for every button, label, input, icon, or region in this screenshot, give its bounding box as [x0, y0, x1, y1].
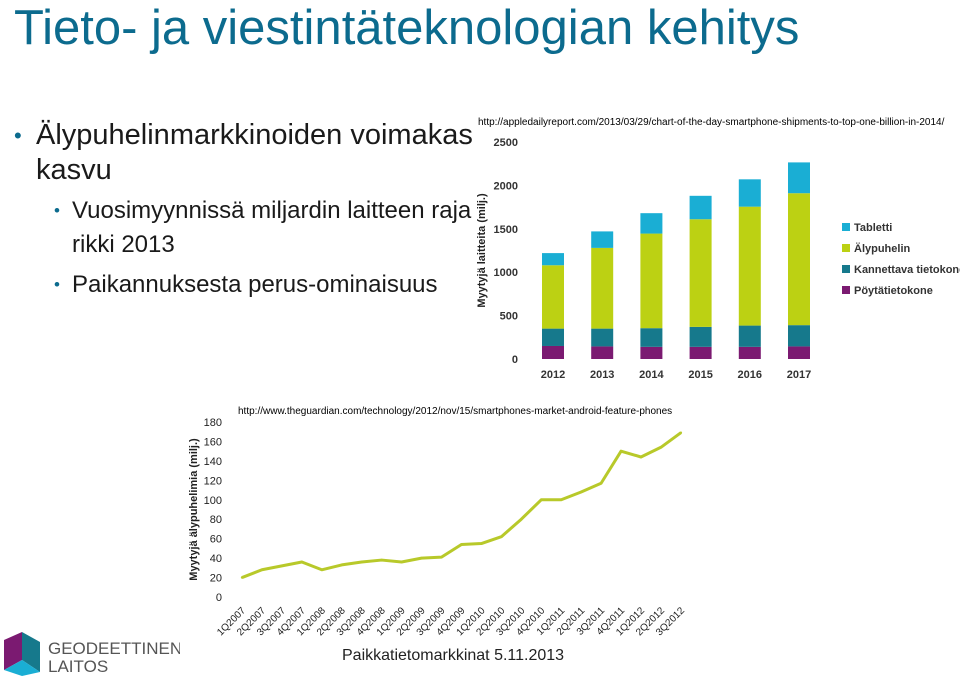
y-tick-label: 120: [204, 475, 222, 487]
y-tick-label: 20: [210, 573, 222, 585]
bar-segment: [591, 231, 614, 248]
x-tick-label: 2015: [688, 369, 712, 381]
data-point: [440, 555, 443, 559]
bullet-dot-icon: •: [54, 275, 60, 294]
x-tick-label: 2014: [639, 369, 664, 381]
bullet-dot-icon: •: [54, 201, 60, 220]
bar-segment: [788, 193, 810, 326]
sub-bullet-2: • Paikannuksesta perus-ominaisuus: [54, 268, 474, 302]
legend-entry: Tabletti: [854, 222, 892, 234]
data-point: [320, 568, 323, 571]
data-point: [340, 563, 343, 567]
y-axis-label: Myytyjä älypuhelimia (milj.): [188, 438, 200, 581]
bullet-list: • Älypuhelinmarkkinoiden voimakas kasvu …: [14, 118, 474, 302]
data-point: [599, 482, 603, 485]
bar-segment: [640, 213, 663, 234]
y-tick-label: 0: [512, 354, 518, 366]
data-point: [500, 535, 503, 538]
y-tick-label: 140: [204, 456, 222, 468]
series-line: [241, 431, 682, 579]
legend-entry: Älypuhelin: [854, 242, 911, 255]
bar-segment: [788, 346, 810, 359]
y-tick-label: 180: [204, 417, 222, 429]
bar-segment: [640, 328, 663, 347]
x-tick-label: 2017: [787, 369, 811, 381]
source-url-line-chart[interactable]: http://www.theguardian.com/technology/20…: [238, 406, 673, 417]
slide-title: Tieto- ja viestintäteknologian kehitys: [14, 1, 800, 55]
bar-segment: [738, 179, 761, 207]
legend-swatch: [842, 265, 850, 273]
bar-segment: [591, 328, 614, 347]
data-point: [679, 431, 683, 434]
data-point: [659, 446, 663, 449]
bar-segment: [591, 346, 614, 359]
legend-swatch: [842, 286, 850, 294]
y-tick-label: 2500: [494, 137, 518, 149]
data-point: [619, 449, 623, 453]
bullet-main: • Älypuhelinmarkkinoiden voimakas kasvu: [14, 118, 474, 188]
data-point: [480, 542, 483, 545]
bar-segment: [640, 233, 663, 329]
source-url-bar-chart[interactable]: http://appledailyreport.com/2013/03/29/c…: [478, 117, 945, 128]
sub-bullet-text: Paikannuksesta perus-ominaisuus: [72, 271, 438, 298]
bar-segment: [788, 325, 810, 347]
x-tick-label: 2013: [590, 369, 614, 381]
data-point: [420, 556, 423, 560]
data-point: [360, 560, 363, 564]
bullet-main-text: Älypuhelinmarkkinoiden voimakas kasvu: [36, 119, 473, 186]
y-tick-label: 1500: [494, 224, 518, 236]
y-tick-label: 500: [500, 311, 518, 323]
footer-text: Paikkatietomarkkinat 5.11.2013: [342, 647, 565, 664]
data-point: [520, 518, 523, 521]
y-axis-label: Myytyjä laitteita (milj.): [476, 193, 488, 308]
bar-segment: [542, 328, 564, 346]
legend-swatch: [842, 244, 850, 252]
y-tick-label: 60: [210, 534, 222, 546]
data-point: [240, 576, 244, 579]
y-tick-label: 1000: [494, 267, 518, 279]
x-tick-label: 2012: [541, 369, 565, 381]
bar-segment: [689, 195, 712, 220]
bar-segment: [689, 326, 712, 347]
legend-swatch: [842, 223, 850, 231]
line-chart: 0 20 40 60 80 100 120 140 160 180 Myytyjä älypuhel…: [188, 417, 687, 638]
data-point: [460, 543, 463, 546]
bar-segment: [542, 253, 564, 266]
logo-line1: GEODEETTINEN: [48, 639, 180, 658]
bar-segment: [591, 247, 614, 329]
data-point: [260, 568, 264, 571]
data-point: [300, 560, 304, 564]
legend-entry: Kannettava tietokone: [854, 264, 960, 276]
bar-segment: [542, 345, 564, 359]
y-tick-label: 40: [210, 553, 222, 565]
bar-segment: [689, 346, 712, 359]
data-point: [280, 564, 284, 568]
x-tick-label: 2016: [738, 369, 762, 381]
data-point: [540, 498, 543, 501]
bar-segment: [738, 325, 761, 347]
y-tick-label: 2000: [494, 180, 518, 192]
stacked-bar-chart: 0 500 1000 1500 2000 2500 Myytyjä laitteita (m…: [476, 137, 960, 381]
data-point: [579, 490, 583, 494]
bar-segment: [640, 346, 663, 359]
geodeettinen-laitos-logo: GEODEETTINEN LAITOS: [4, 632, 180, 676]
data-point: [380, 558, 383, 562]
sub-bullet-1: • Vuosimyynnissä miljardin laitteen raja…: [54, 194, 474, 262]
y-tick-label: 100: [204, 495, 222, 507]
data-point: [560, 498, 563, 501]
bar-segment: [689, 219, 712, 327]
sub-bullet-text: Vuosimyynnissä miljardin laitteen raja r…: [72, 197, 472, 258]
bar-segment: [788, 162, 810, 194]
bar-segment: [542, 265, 564, 329]
y-tick-label: 0: [216, 592, 222, 604]
y-tick-label: 160: [204, 436, 222, 448]
legend-entry: Pöytätietokone: [854, 285, 933, 297]
data-point: [639, 455, 643, 459]
data-point: [400, 560, 403, 564]
bullet-dot-icon: •: [14, 123, 22, 148]
bar-segment: [738, 206, 761, 326]
bar-segment: [738, 346, 761, 359]
logo-line2: LAITOS: [48, 657, 108, 676]
y-tick-label: 80: [210, 514, 222, 526]
